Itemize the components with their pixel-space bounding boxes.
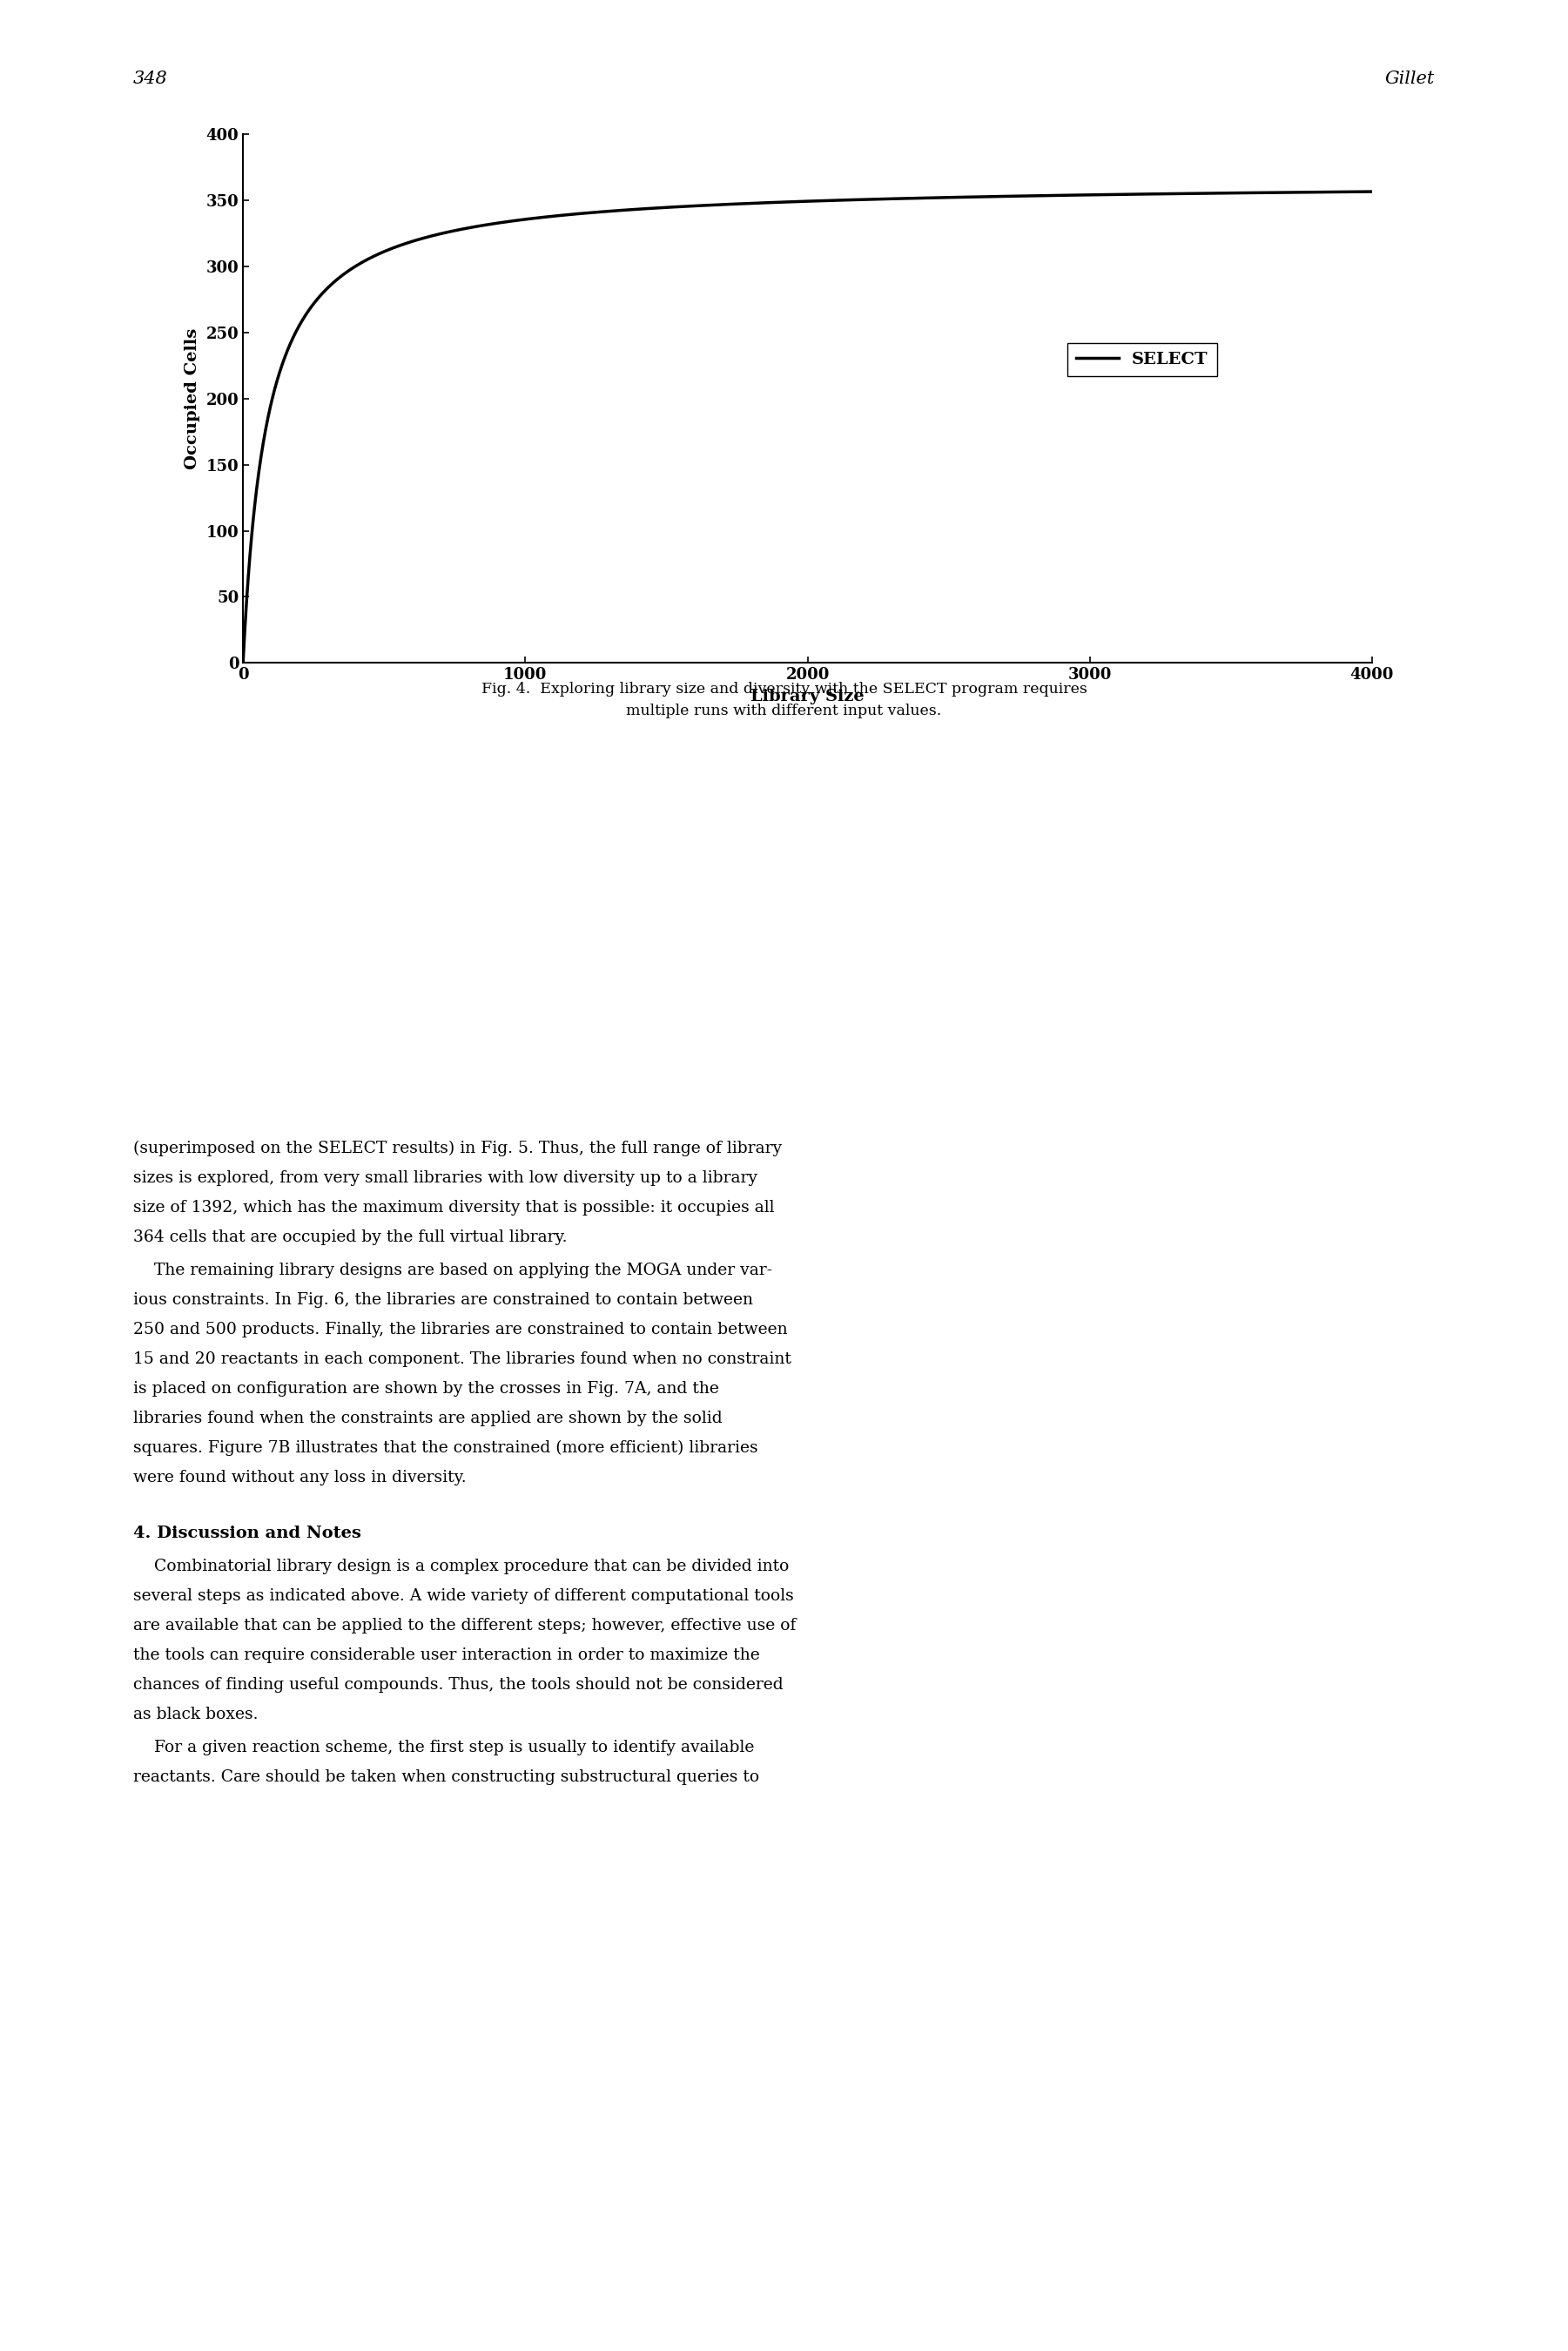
Text: 364 cells that are occupied by the full virtual library.: 364 cells that are occupied by the full …	[133, 1230, 568, 1246]
Text: were found without any loss in diversity.: were found without any loss in diversity…	[133, 1469, 466, 1486]
Text: 15 and 20 reactants in each component. The libraries found when no constraint: 15 and 20 reactants in each component. T…	[133, 1352, 792, 1366]
Text: 348: 348	[133, 71, 168, 87]
Text: (superimposed on the SELECT results) in Fig. 5. Thus, the full range of library: (superimposed on the SELECT results) in …	[133, 1140, 782, 1157]
Text: the tools can require considerable user interaction in order to maximize the: the tools can require considerable user …	[133, 1648, 760, 1662]
Text: squares. Figure 7B illustrates that the constrained (more efficient) libraries: squares. Figure 7B illustrates that the …	[133, 1441, 757, 1455]
Text: chances of finding useful compounds. Thus, the tools should not be considered: chances of finding useful compounds. Thu…	[133, 1676, 784, 1693]
Text: Fig. 4.  Exploring library size and diversity with the SELECT program requires
m: Fig. 4. Exploring library size and diver…	[481, 682, 1087, 717]
Text: as black boxes.: as black boxes.	[133, 1707, 259, 1723]
Text: libraries found when the constraints are applied are shown by the solid: libraries found when the constraints are…	[133, 1411, 723, 1427]
X-axis label: Library Size: Library Size	[751, 689, 864, 705]
Text: The remaining library designs are based on applying the MOGA under var-: The remaining library designs are based …	[133, 1262, 773, 1279]
Text: sizes is explored, from very small libraries with low diversity up to a library: sizes is explored, from very small libra…	[133, 1171, 757, 1185]
Text: is placed on configuration are shown by the crosses in Fig. 7A, and the: is placed on configuration are shown by …	[133, 1380, 720, 1396]
Legend: SELECT: SELECT	[1068, 343, 1217, 376]
Text: are available that can be applied to the different steps; however, effective use: are available that can be applied to the…	[133, 1617, 797, 1634]
Text: Gillet: Gillet	[1385, 71, 1435, 87]
Text: several steps as indicated above. A wide variety of different computational tool: several steps as indicated above. A wide…	[133, 1589, 793, 1603]
Text: ious constraints. In Fig. 6, the libraries are constrained to contain between: ious constraints. In Fig. 6, the librari…	[133, 1293, 753, 1307]
Text: For a given reaction scheme, the first step is usually to identify available: For a given reaction scheme, the first s…	[133, 1740, 754, 1756]
Text: 250 and 500 products. Finally, the libraries are constrained to contain between: 250 and 500 products. Finally, the libra…	[133, 1321, 787, 1338]
Text: reactants. Care should be taken when constructing substructural queries to: reactants. Care should be taken when con…	[133, 1770, 759, 1784]
Text: size of 1392, which has the maximum diversity that is possible: it occupies all: size of 1392, which has the maximum dive…	[133, 1199, 775, 1215]
Text: 4. Discussion and Notes: 4. Discussion and Notes	[133, 1526, 361, 1542]
Text: Combinatorial library design is a complex procedure that can be divided into: Combinatorial library design is a comple…	[133, 1559, 789, 1575]
Y-axis label: Occupied Cells: Occupied Cells	[183, 327, 199, 470]
